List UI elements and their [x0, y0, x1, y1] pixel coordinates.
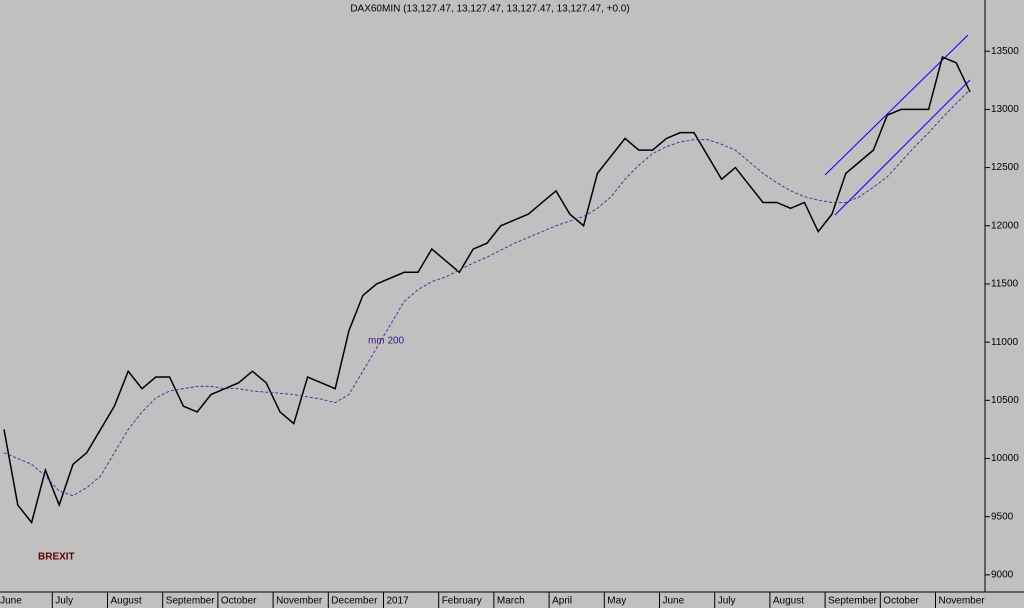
x-tick-label: May: [607, 596, 626, 607]
x-tick-label: June: [0, 596, 22, 607]
x-tick-label: June: [663, 596, 685, 607]
x-tick-label: October: [221, 596, 257, 607]
x-tick-label: October: [883, 596, 919, 607]
x-tick-label: March: [497, 596, 525, 607]
x-tick-label: 2017: [387, 596, 410, 607]
x-tick-label: September: [828, 596, 878, 607]
x-tick-label: April: [552, 596, 572, 607]
x-tick-label: July: [718, 596, 736, 607]
y-tick-label: 9500: [991, 511, 1014, 522]
y-tick-label: 13000: [991, 104, 1019, 115]
y-tick-label: 13500: [991, 46, 1019, 57]
x-tick-label: December: [331, 596, 378, 607]
y-tick-label: 10500: [991, 395, 1019, 406]
x-tick-label: November: [276, 596, 323, 607]
x-tick-label: November: [939, 596, 986, 607]
x-tick-label: August: [111, 596, 142, 607]
y-tick-label: 10000: [991, 453, 1019, 464]
x-tick-label: August: [773, 596, 804, 607]
y-tick-label: 11000: [991, 337, 1019, 348]
y-tick-label: 12500: [991, 162, 1019, 173]
y-tick-label: 9000: [991, 570, 1014, 581]
x-tick-label: September: [166, 596, 216, 607]
x-tick-label: July: [55, 596, 73, 607]
price-line: [3, 55, 971, 525]
y-tick-label: 12000: [991, 220, 1019, 231]
chart-title: DAX60MIN (13,127.47, 13,127.47, 13,127.4…: [350, 4, 629, 15]
channel-line: [834, 79, 971, 216]
y-tick-label: 11500: [991, 279, 1019, 290]
x-tick-label: February: [442, 596, 482, 607]
annotation: BREXIT: [38, 552, 75, 563]
ma-label: mm 200: [368, 336, 405, 347]
